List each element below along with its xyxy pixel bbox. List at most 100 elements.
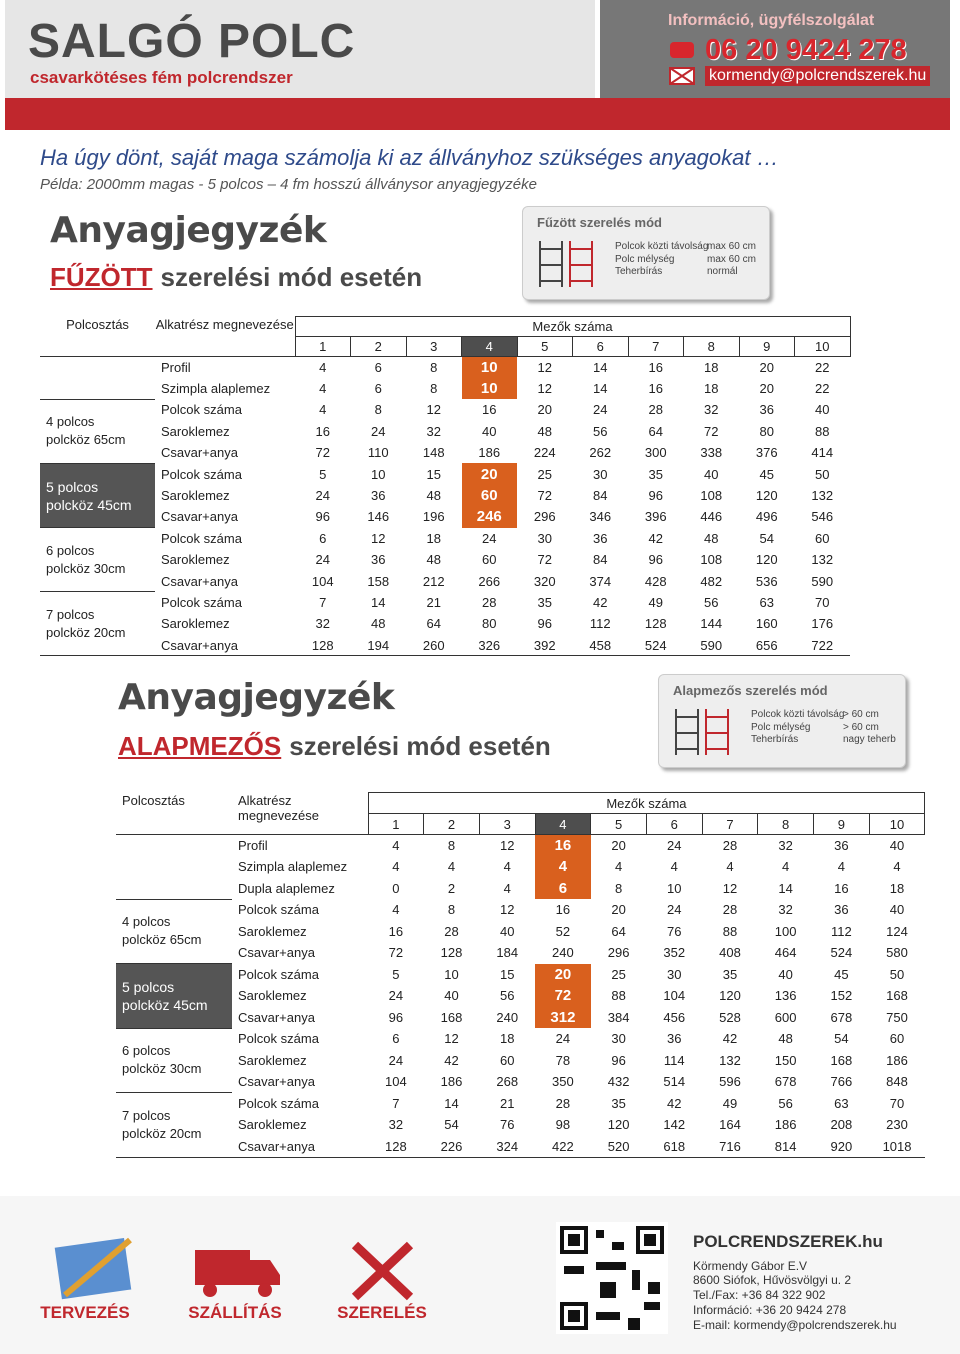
value: 20	[537, 402, 552, 418]
value: 40	[499, 923, 515, 939]
shelf-icon	[675, 709, 729, 755]
value: 14	[371, 594, 386, 610]
value: 60	[461, 484, 517, 507]
data-row: Saroklemez 16 24 32 40 48 56 64 72 80 88	[40, 421, 850, 442]
part-name: Saroklemez	[238, 988, 307, 1004]
value: 168	[886, 988, 908, 1004]
value: 590	[683, 634, 739, 657]
column-header: 2	[423, 813, 480, 835]
part-name: Polcok száma	[161, 402, 242, 418]
value: 4	[503, 859, 511, 875]
column-header: 3	[478, 813, 536, 835]
value: 482	[700, 573, 723, 589]
group-line: 4 polcos	[46, 414, 95, 430]
header-row: 1 2 3 4 5 6 7 8 9 10	[40, 336, 851, 357]
value: 536	[755, 573, 778, 589]
value: 40	[815, 402, 830, 418]
value: 25	[537, 466, 552, 482]
value: 716	[702, 1135, 758, 1158]
value: 96	[388, 1009, 404, 1025]
value: 350	[552, 1074, 574, 1090]
group-cell: 5 polcos polcköz 45cm	[40, 462, 155, 529]
header-cell: Alkatrész megnevezése	[232, 792, 368, 835]
value: 546	[811, 509, 834, 525]
service-icons	[54, 1237, 414, 1301]
value: 20	[759, 359, 774, 375]
value: 678	[830, 1009, 853, 1025]
value: 428	[644, 573, 667, 589]
group-line: polcköz 45cm	[122, 996, 208, 1013]
info-value: nagy teherb	[843, 734, 896, 745]
value: 12	[444, 1031, 459, 1047]
column-header: 2	[350, 336, 407, 357]
tagline: csavarkötéses fém polcrendszer	[30, 68, 293, 87]
value: 4	[447, 859, 456, 875]
value: 2	[447, 880, 456, 896]
column-header: 4	[534, 813, 592, 835]
value: 5	[392, 966, 400, 982]
value: 30	[667, 966, 682, 982]
value: 42	[593, 594, 608, 610]
brand: SALGÓ POLC	[28, 15, 356, 68]
value: 24	[388, 1052, 404, 1068]
contact: E-mail: kormendy@polcrendszerek.hu	[693, 1318, 897, 1332]
group-line: 7 polcos	[122, 1107, 171, 1123]
info-box: Fűzött szerelés mód Polcok közti távolság…	[522, 206, 770, 300]
part-name: Profil	[238, 838, 268, 853]
value: 49	[722, 1095, 738, 1111]
value: 108	[700, 552, 723, 568]
column-header: 9	[813, 813, 870, 835]
value: 24	[555, 1031, 571, 1047]
value: 120	[719, 988, 741, 1004]
value: 296	[607, 945, 630, 961]
group-line: 6 polcos	[122, 1043, 171, 1059]
data-row: Szimpla alaplemez 4 4 4 4 4 4 4 4 4 4	[116, 856, 925, 878]
value: 72	[704, 423, 719, 439]
section-title: Anyagjegyzék	[50, 210, 327, 251]
data-row: Csavar+anya 104 186 268 350 432 514 596 678 766 84…	[116, 1071, 925, 1093]
value: 48	[371, 616, 386, 632]
header-cell: Polcosztás	[40, 316, 155, 357]
value: 4	[319, 359, 327, 375]
part-name: Saroklemez	[161, 488, 230, 504]
value: 108	[700, 488, 723, 504]
group-line: 4 polcos	[122, 914, 171, 930]
info-value: max 60 cm	[707, 241, 756, 252]
value: 150	[774, 1052, 797, 1068]
value: 24	[315, 488, 330, 504]
value: 40	[704, 466, 719, 482]
value: 48	[426, 552, 441, 568]
data-row: 5 polcos polcköz 45cm Polcok száma 5 10 15 20 2…	[116, 963, 925, 1029]
header-cell: Polcosztás	[116, 792, 232, 835]
value: 10	[667, 880, 682, 896]
value: 132	[811, 488, 834, 504]
group-line: polcköz 20cm	[122, 1125, 202, 1141]
value: 98	[555, 1117, 571, 1133]
value: 184	[496, 945, 519, 961]
value: 40	[889, 902, 905, 918]
value: 60	[499, 1052, 515, 1068]
phone: 06 20 9424 278	[705, 34, 907, 66]
value: 22	[815, 381, 830, 397]
value: 32	[778, 838, 793, 853]
column-header: 1	[294, 336, 351, 357]
value: 54	[759, 530, 774, 546]
value: 56	[704, 594, 719, 610]
part-name: Dupla alaplemez	[238, 880, 335, 896]
contact: Információ: +36 20 9424 278	[693, 1303, 847, 1317]
material-table: Polcosztás Alkatrész megnevezése Mezők szá…	[116, 792, 926, 1158]
data-row: Saroklemez 32 48 64 80 96 112 128 144 160 176	[40, 613, 850, 634]
value: 7	[319, 594, 327, 610]
value: 16	[834, 880, 849, 896]
value: 32	[704, 402, 719, 418]
value: 374	[589, 573, 612, 589]
value: 48	[704, 530, 719, 546]
value: 70	[889, 1095, 905, 1111]
value: 14	[593, 359, 608, 375]
value: 326	[461, 634, 517, 657]
header-row: Polcosztás Alkatrész megnevezése Mezők szá…	[116, 792, 926, 835]
service: SZERELÉS	[337, 1303, 427, 1322]
value: 240	[496, 1009, 519, 1025]
group-cell: 4 polcos polcköz 65cm	[116, 898, 232, 964]
footer	[0, 1196, 960, 1354]
